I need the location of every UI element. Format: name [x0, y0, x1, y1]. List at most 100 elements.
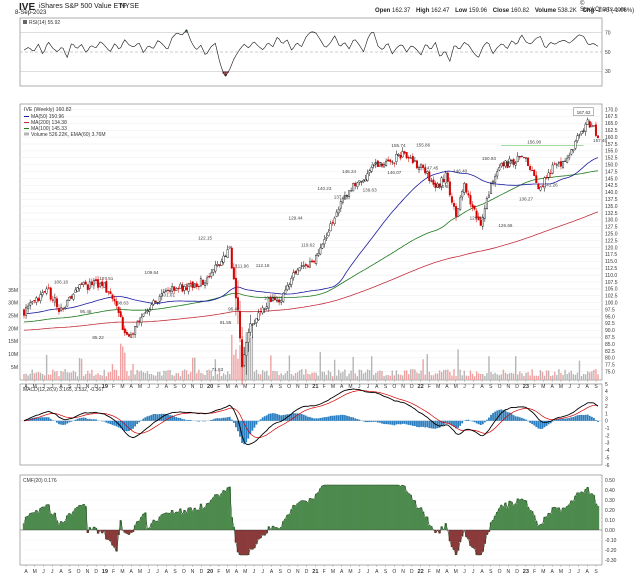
x-axis-label-bottom: O: [392, 569, 396, 575]
macd-histogram-bar: [428, 420, 431, 429]
x-axis-label: O: [287, 384, 291, 390]
candle-body: [502, 162, 505, 167]
macd-histogram-bar: [490, 414, 492, 421]
macd-histogram-bar: [582, 415, 585, 421]
candle-body: [483, 208, 486, 219]
volume-bar: [313, 372, 315, 380]
x-axis-label: A: [270, 384, 274, 390]
macd-histogram-bar: [134, 420, 136, 427]
candle-body: [288, 284, 291, 288]
price-tick-label: 145.0: [605, 176, 618, 182]
candle-body: [47, 287, 50, 289]
volume-bar: [284, 373, 286, 380]
macd-histogram-bar: [220, 418, 223, 421]
macd-histogram-bar: [43, 417, 46, 421]
x-axis-label-bottom: S: [173, 569, 177, 575]
price-tick-label: 97.5: [605, 307, 615, 313]
x-axis-label-bottom: A: [340, 569, 344, 575]
candle-body: [144, 312, 147, 314]
macd-histogram-bar: [222, 417, 225, 421]
volume-bar: [350, 370, 352, 380]
x-axis-label: M: [243, 384, 247, 390]
candle-body: [263, 308, 266, 310]
candle-body: [354, 182, 357, 187]
volume-bar: [282, 375, 284, 380]
candle-body: [492, 180, 495, 183]
volume-bar: [373, 374, 375, 380]
x-axis-label-bottom: O: [77, 569, 81, 575]
volume-bar: [475, 371, 478, 380]
macd-histogram-bar: [56, 420, 58, 423]
volume-bar: [593, 369, 595, 380]
macd-histogram-bar: [595, 420, 597, 421]
volume-bar: [126, 371, 128, 380]
x-axis-label-bottom: A: [165, 569, 169, 575]
candle-body: [35, 297, 38, 303]
price-annotation: 107.51: [99, 276, 113, 281]
candle-body: [228, 246, 231, 249]
macd-histogram-bar: [448, 420, 451, 425]
candle-body: [506, 161, 509, 168]
volume-bar: [183, 369, 186, 380]
volume-bar: [309, 374, 311, 380]
volume-bar: [344, 369, 346, 380]
x-axis-label-bottom: F: [112, 569, 115, 575]
candle-body: [101, 281, 104, 286]
volume-bar: [486, 373, 488, 380]
x-axis-label-bottom: N: [86, 569, 90, 575]
price-tick-label: 112.5: [605, 266, 617, 272]
macd-histogram-bar: [520, 417, 523, 421]
candle-body: [391, 161, 394, 163]
macd-histogram-bar: [171, 415, 174, 421]
macd-tick-label: -3: [605, 441, 610, 447]
volume-bar: [459, 369, 461, 380]
candle-body: [125, 332, 128, 335]
volume-bar: [385, 375, 387, 380]
macd-histogram-bar: [255, 420, 258, 425]
volume-bar: [43, 375, 46, 380]
price-tick-label: 152.5: [605, 156, 618, 162]
volume-bar: [477, 373, 480, 380]
volume-bar: [422, 359, 424, 380]
volume-bar: [531, 369, 533, 380]
volume-bar: [222, 373, 225, 380]
x-axis-label: M: [559, 384, 563, 390]
candle-body: [60, 307, 63, 311]
candle-body: [481, 217, 484, 227]
candle-body: [341, 198, 344, 203]
cmf-tick-label: -0.20: [605, 548, 617, 554]
volume-bar: [395, 370, 398, 380]
candle-body: [374, 162, 377, 164]
ticker-symbol[interactable]: IVE: [19, 2, 36, 13]
macd-histogram-bar: [307, 416, 309, 421]
price-annotation: 129.40: [470, 216, 484, 221]
macd-histogram-bar: [504, 410, 507, 421]
volume-bar: [294, 372, 297, 380]
candle-body: [436, 183, 439, 188]
volume-bar: [264, 371, 266, 380]
macd-histogram-bar: [181, 419, 184, 421]
volume-bar: [580, 376, 583, 380]
candle-body: [547, 172, 550, 178]
macd-histogram-bar: [411, 420, 414, 426]
volume-bar: [362, 373, 365, 380]
x-axis-label: F: [217, 384, 220, 390]
candle-body: [177, 288, 180, 290]
x-axis-label-bottom: J: [472, 569, 475, 575]
price-tick-label: 135.0: [605, 204, 618, 210]
candle-body: [171, 286, 174, 292]
macd-histogram-bar: [430, 420, 433, 429]
x-axis-label: J: [51, 384, 54, 390]
candle-body: [588, 121, 591, 128]
macd-histogram-bar: [311, 417, 313, 421]
candle-body: [302, 265, 305, 268]
price-legend-title: IVE (Weekly) 160.82: [24, 107, 72, 113]
x-axis-label-bottom: D: [410, 569, 414, 575]
macd-histogram-bar: [533, 420, 536, 426]
price-annotation: 141.26: [544, 183, 558, 188]
macd-histogram-bar: [486, 419, 488, 421]
macd-histogram-bar: [323, 417, 326, 421]
volume-bar: [146, 371, 149, 380]
volume-bar: [533, 375, 535, 380]
